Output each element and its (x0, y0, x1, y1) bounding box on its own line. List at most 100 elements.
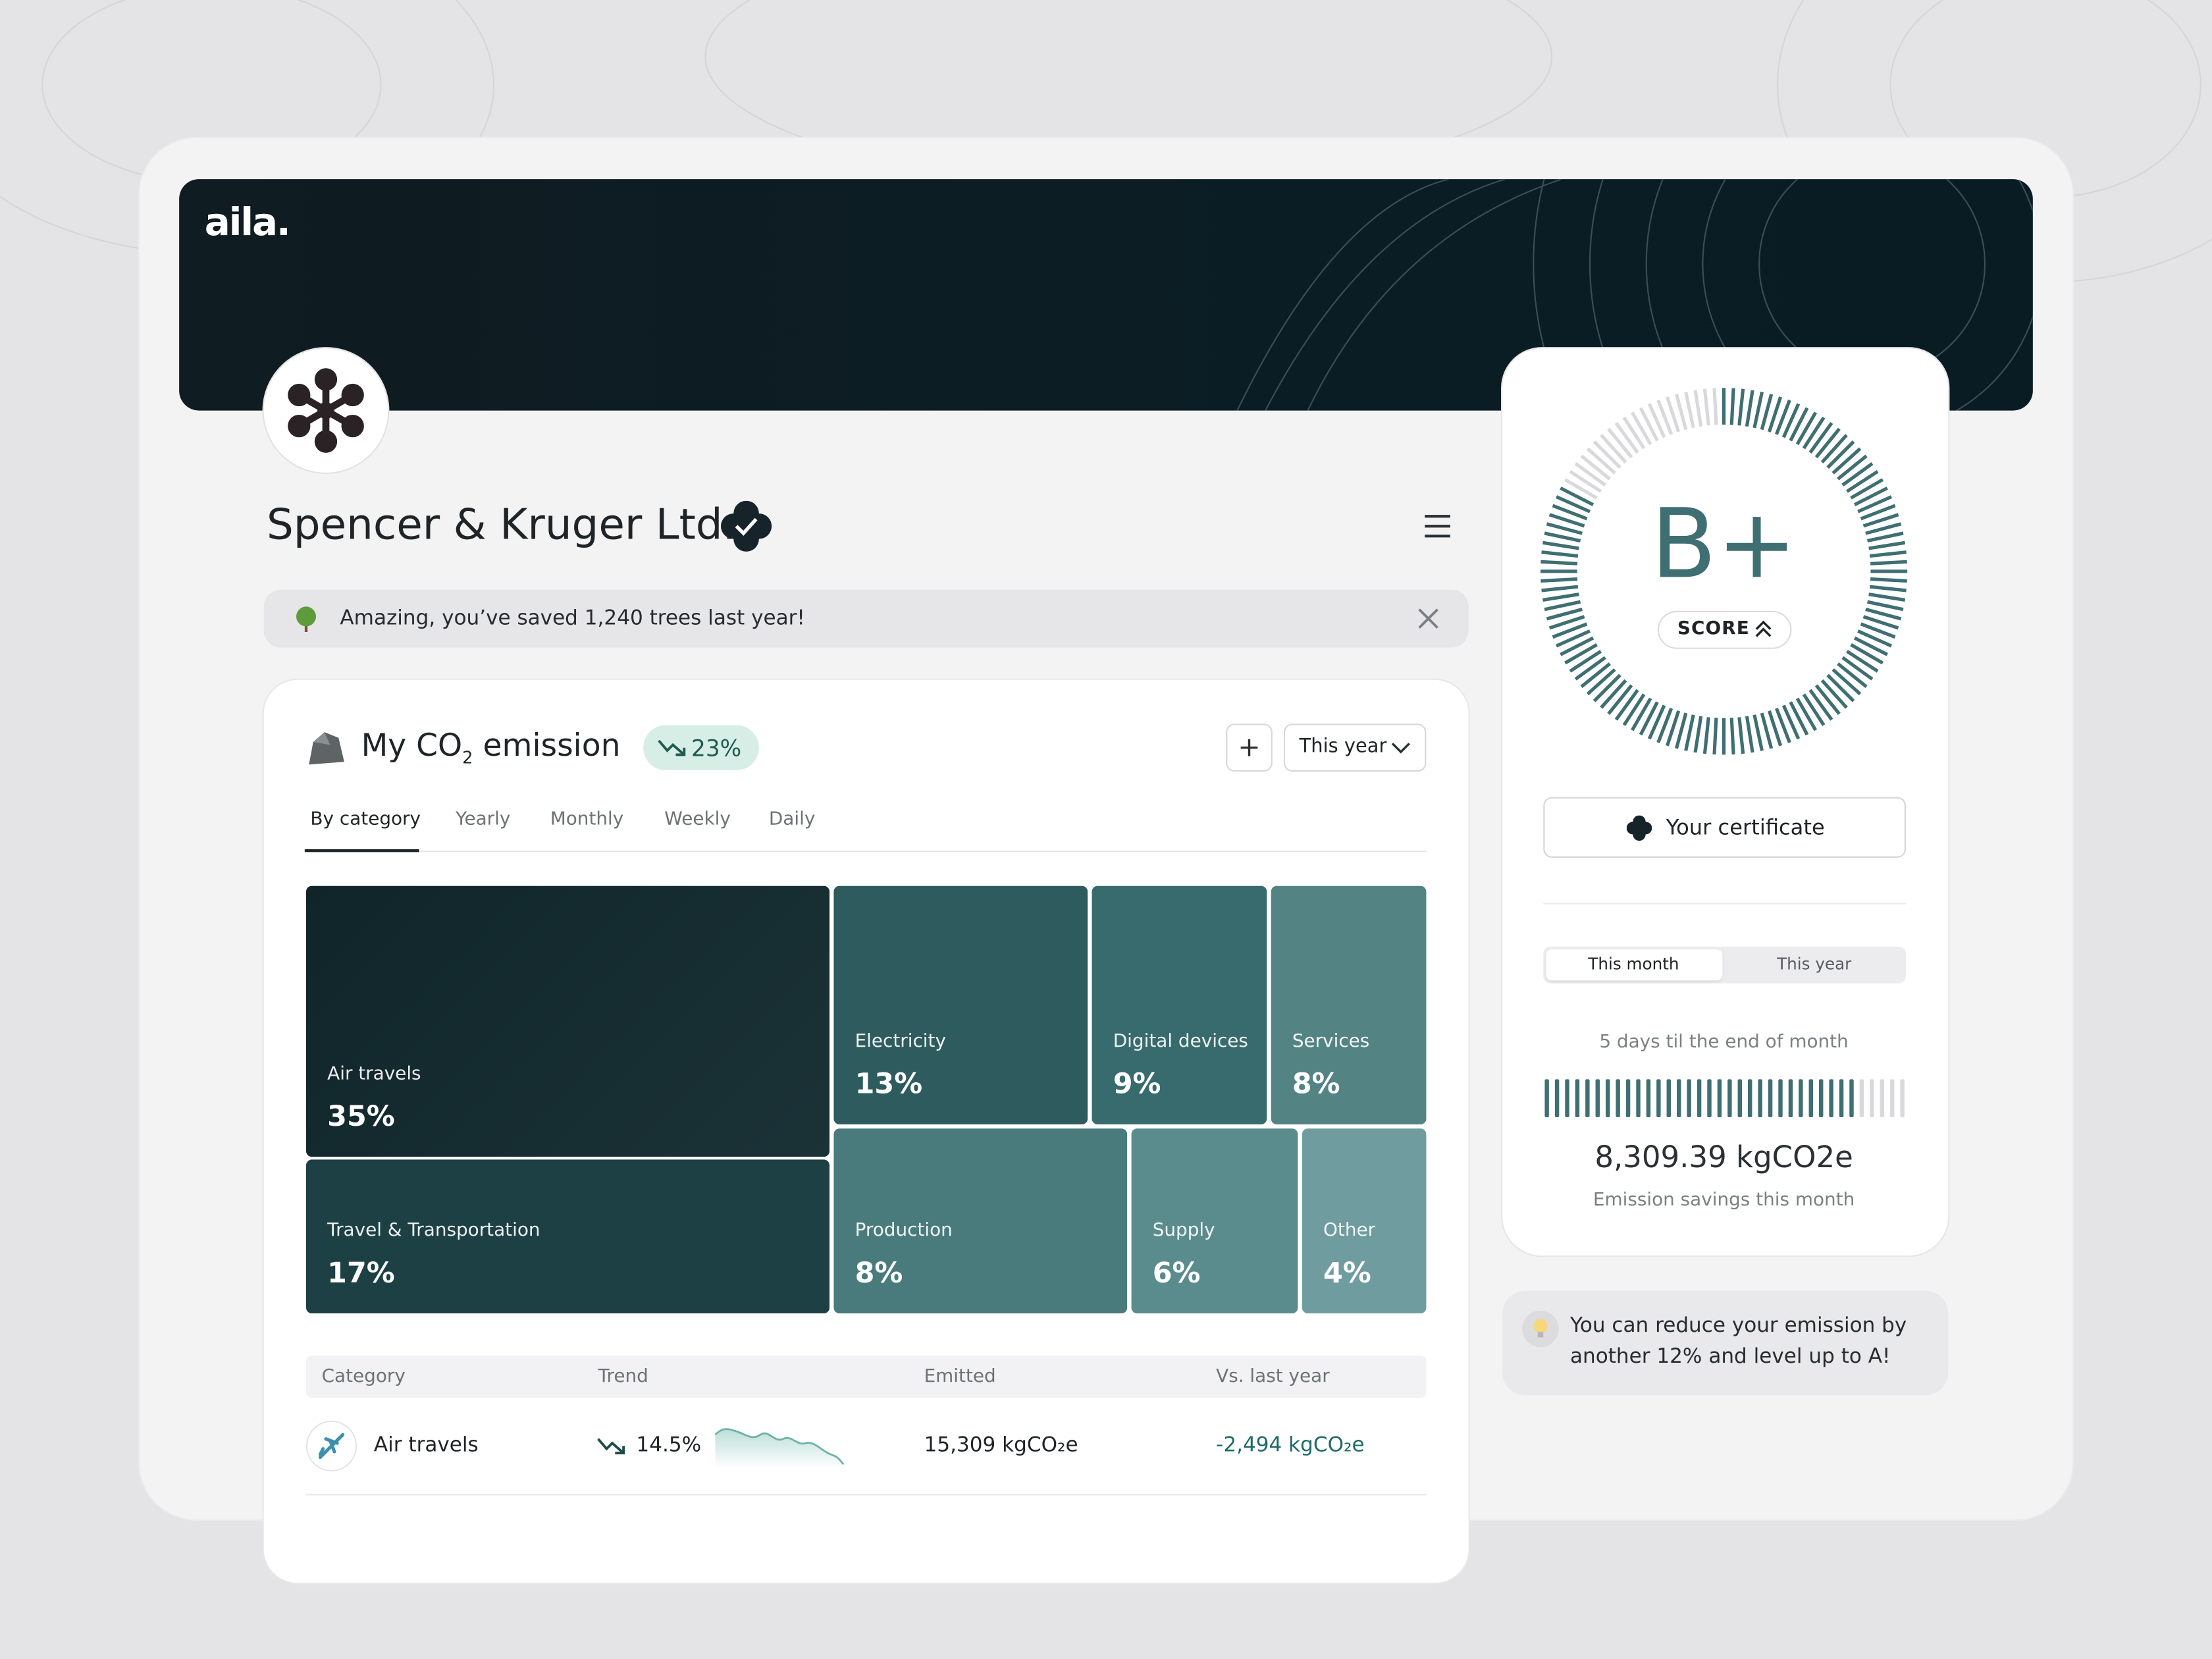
treemap-tile[interactable]: Services 8% (1271, 885, 1427, 1124)
toggle-active[interactable] (1546, 949, 1723, 981)
ring-tick (1656, 399, 1673, 435)
treemap-tile[interactable]: Other 4% (1302, 1128, 1427, 1313)
ring-tick (1853, 636, 1888, 656)
ring-tick (1860, 622, 1896, 639)
row-icon (306, 1420, 357, 1471)
score-up-icon (1755, 620, 1772, 637)
ring-tick (1850, 478, 1884, 500)
table-header-cell: Category (321, 1366, 406, 1388)
progress-tick (1788, 1079, 1793, 1118)
progress-tick (1748, 1079, 1752, 1118)
ring-tick (1546, 608, 1583, 621)
close-button[interactable] (1416, 606, 1440, 630)
add-button[interactable] (1226, 724, 1273, 772)
table-cell: 14.5% (636, 1434, 702, 1458)
score-ring (1540, 388, 1908, 755)
ring-tick (1552, 622, 1588, 639)
ring-tick (1607, 427, 1633, 459)
ring-tick (1622, 693, 1646, 726)
plane-icon (318, 1433, 345, 1460)
ring-tick (1614, 421, 1639, 454)
ring-tick (1831, 447, 1862, 475)
ring-tick (1745, 390, 1754, 427)
ring-tick (1789, 407, 1809, 442)
trend-down-icon (658, 739, 686, 756)
tab[interactable]: Yearly (456, 808, 511, 831)
period-dropdown[interactable] (1283, 724, 1427, 772)
progress-tick (1625, 1079, 1631, 1118)
progress-tick (1605, 1079, 1610, 1118)
tab-divider (304, 851, 1427, 853)
bulb-icon (1533, 1319, 1548, 1338)
ring-tick (1541, 585, 1579, 592)
tile-label: Digital devices (1113, 1031, 1248, 1053)
progress-tick (1819, 1079, 1824, 1118)
treemap-tile[interactable]: Air travels 35% (306, 885, 830, 1157)
trend-badge-text: 23% (691, 735, 742, 762)
ring-tick (1614, 689, 1639, 721)
progress-tick (1859, 1079, 1864, 1118)
tab[interactable]: Daily (768, 808, 816, 831)
toggle-option[interactable]: This year (1777, 954, 1852, 974)
ring-tick (1826, 440, 1855, 469)
table-header-cell: Trend (598, 1366, 648, 1388)
progress-tick (1554, 1079, 1560, 1118)
ring-tick (1775, 707, 1791, 743)
progress-tick (1544, 1079, 1549, 1118)
ring-tick (1869, 550, 1907, 558)
ring-tick (1684, 391, 1695, 429)
month-progress (1544, 1079, 1905, 1118)
certificate-button[interactable] (1543, 797, 1906, 858)
ring-tick (1814, 427, 1841, 459)
ring-tick (1789, 701, 1809, 736)
ring-tick (1837, 454, 1868, 481)
ring-tick (1544, 600, 1581, 612)
ring-tick (1857, 629, 1893, 648)
ring-tick (1850, 643, 1884, 665)
tree-icon (296, 606, 316, 632)
toggle-option[interactable]: This month (1588, 954, 1679, 974)
ring-tick (1666, 710, 1681, 747)
certificate-text: Your certificate (1666, 814, 1825, 841)
ring-tick (1846, 469, 1879, 493)
treemap-tile[interactable]: Supply 6% (1131, 1128, 1298, 1313)
tab[interactable]: Weekly (664, 808, 731, 831)
ring-tick (1760, 394, 1774, 431)
progress-tick (1808, 1079, 1813, 1118)
ring-tick (1767, 396, 1783, 433)
avatar (263, 348, 388, 473)
table-header (306, 1356, 1427, 1398)
ring-tick (1868, 540, 1906, 550)
treemap-tile[interactable]: Production 8% (833, 1128, 1128, 1313)
ring-tick (1795, 697, 1818, 731)
tab[interactable]: Monthly (550, 808, 624, 831)
table-cell: Air travels (373, 1434, 479, 1458)
ring-tick (1841, 462, 1874, 487)
treemap-tile[interactable]: Travel & Transportation 17% (306, 1159, 830, 1313)
ring-tick (1540, 560, 1578, 566)
treemap-tile[interactable]: Electricity 13% (833, 885, 1088, 1124)
ring-tick (1574, 656, 1606, 681)
tile-label: Other (1323, 1220, 1376, 1242)
tab[interactable]: By category (310, 808, 421, 831)
trend-badge (643, 725, 759, 770)
progress-tick (1595, 1079, 1600, 1118)
ring-tick (1745, 716, 1754, 753)
treemap-tile[interactable]: Digital devices 9% (1092, 885, 1267, 1124)
tile-label: Air travels (327, 1063, 421, 1085)
tile-value: 6% (1152, 1255, 1201, 1290)
ring-tick (1693, 390, 1703, 427)
ring-tick (1820, 679, 1848, 709)
certificate-icon (1626, 815, 1652, 841)
ring-tick (1622, 416, 1646, 450)
progress-tick (1849, 1079, 1854, 1118)
ring-tick (1712, 388, 1718, 425)
tile-value: 4% (1323, 1255, 1371, 1290)
menu-button[interactable] (1422, 512, 1453, 540)
ring-tick (1808, 689, 1833, 721)
ring-tick (1860, 504, 1896, 521)
ring-tick (1775, 399, 1791, 435)
ring-tick (1540, 577, 1578, 583)
logo[interactable]: aila. (204, 201, 291, 245)
